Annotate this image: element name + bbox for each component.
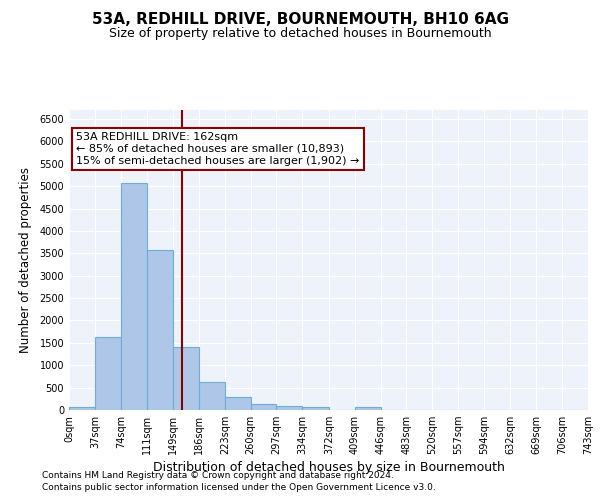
Text: 53A REDHILL DRIVE: 162sqm
← 85% of detached houses are smaller (10,893)
15% of s: 53A REDHILL DRIVE: 162sqm ← 85% of detac…: [76, 132, 359, 166]
Bar: [251, 404, 277, 410]
Bar: [302, 406, 329, 410]
Bar: [199, 382, 225, 410]
Bar: [146, 250, 173, 410]
Bar: [69, 406, 95, 410]
Text: 53A, REDHILL DRIVE, BOURNEMOUTH, BH10 6AG: 53A, REDHILL DRIVE, BOURNEMOUTH, BH10 6A…: [91, 12, 509, 28]
Bar: [225, 397, 251, 410]
Bar: [121, 184, 146, 410]
X-axis label: Distribution of detached houses by size in Bournemouth: Distribution of detached houses by size …: [152, 462, 505, 474]
Bar: [355, 407, 380, 410]
Bar: [277, 406, 302, 410]
Bar: [95, 337, 121, 410]
Text: Contains HM Land Registry data © Crown copyright and database right 2024.: Contains HM Land Registry data © Crown c…: [42, 471, 394, 480]
Text: Contains public sector information licensed under the Open Government Licence v3: Contains public sector information licen…: [42, 484, 436, 492]
Text: Size of property relative to detached houses in Bournemouth: Size of property relative to detached ho…: [109, 28, 491, 40]
Bar: [173, 348, 199, 410]
Y-axis label: Number of detached properties: Number of detached properties: [19, 167, 32, 353]
